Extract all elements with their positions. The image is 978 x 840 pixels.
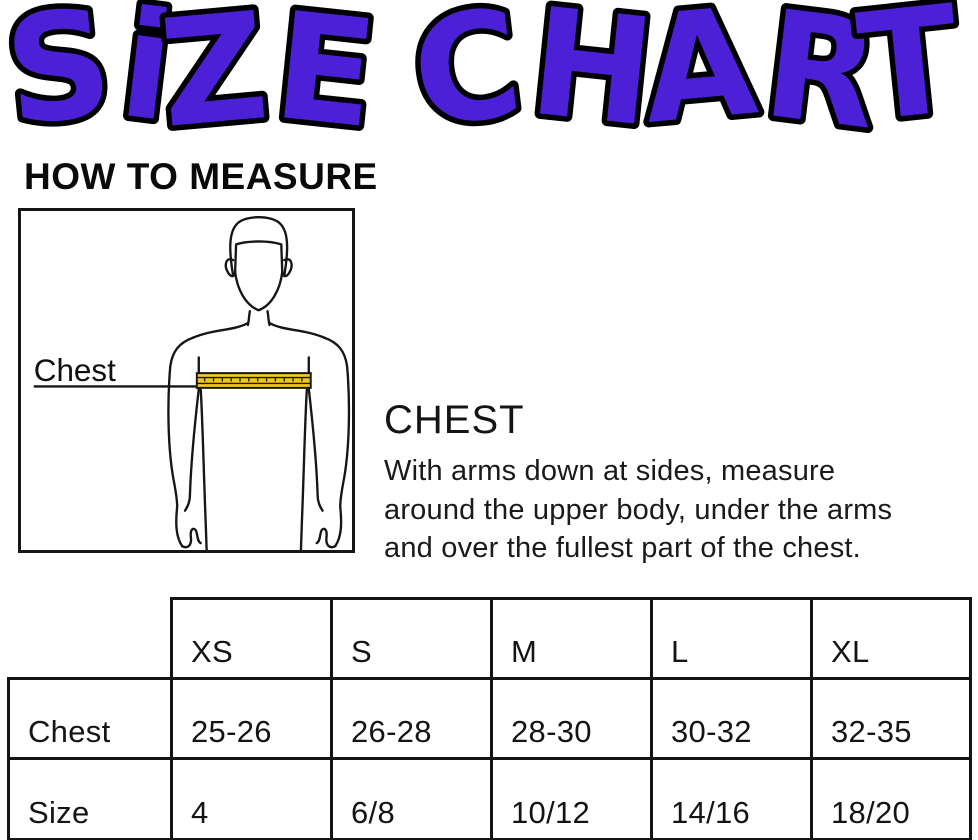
size-value-l: 14/16 (650, 757, 813, 840)
chest-instruction-text: With arms down at sides, measure around … (384, 452, 964, 568)
instruction-line-3: and over the fullest part of the chest. (384, 532, 861, 565)
tape-tick-marks (204, 377, 303, 382)
how-to-measure-heading: HOW TO MEASURE (24, 156, 378, 197)
col-header-xl: XL (810, 597, 972, 680)
table-row-chest: Chest 25-26 26-28 28-30 30-32 32-35 (7, 677, 972, 760)
size-chart-title-text: SiZE CHART (0, 0, 967, 152)
instruction-line-2: around the upper body, under the arms (384, 493, 893, 526)
size-value-s: 6/8 (330, 757, 493, 840)
size-chart-title: SiZE CHART (0, 0, 973, 152)
measuring-tape (195, 372, 312, 389)
chest-instruction-heading: CHEST (384, 398, 525, 442)
measurement-figure-box: Chest (18, 208, 355, 553)
table-row-size: Size 4 6/8 10/12 14/16 18/20 (7, 757, 972, 840)
col-header-xs: XS (170, 597, 333, 680)
chest-value-s: 26-28 (330, 677, 493, 760)
chest-value-l: 30-32 (650, 677, 813, 760)
size-table: XS S M L XL Chest 25-26 26-28 28-30 30-3… (7, 597, 972, 840)
chest-value-xl: 32-35 (810, 677, 972, 760)
table-corner-spacer (9, 599, 172, 679)
col-header-m: M (490, 597, 653, 680)
chest-value-m: 28-30 (490, 677, 653, 760)
size-value-m: 10/12 (490, 757, 653, 840)
body-outline (167, 215, 351, 550)
size-value-xs: 4 (170, 757, 333, 840)
torso-figure-illustration: Chest (33, 215, 351, 550)
size-table-header-row: XS S M L XL (9, 597, 972, 680)
col-header-l: L (650, 597, 813, 680)
row-label-size: Size (7, 757, 173, 840)
row-label-chest: Chest (7, 677, 173, 760)
col-header-s: S (330, 597, 493, 680)
chest-value-xs: 25-26 (170, 677, 333, 760)
instruction-line-1: With arms down at sides, measure (384, 455, 836, 487)
chest-figure-label: Chest (34, 353, 116, 388)
size-value-xl: 18/20 (810, 757, 972, 840)
